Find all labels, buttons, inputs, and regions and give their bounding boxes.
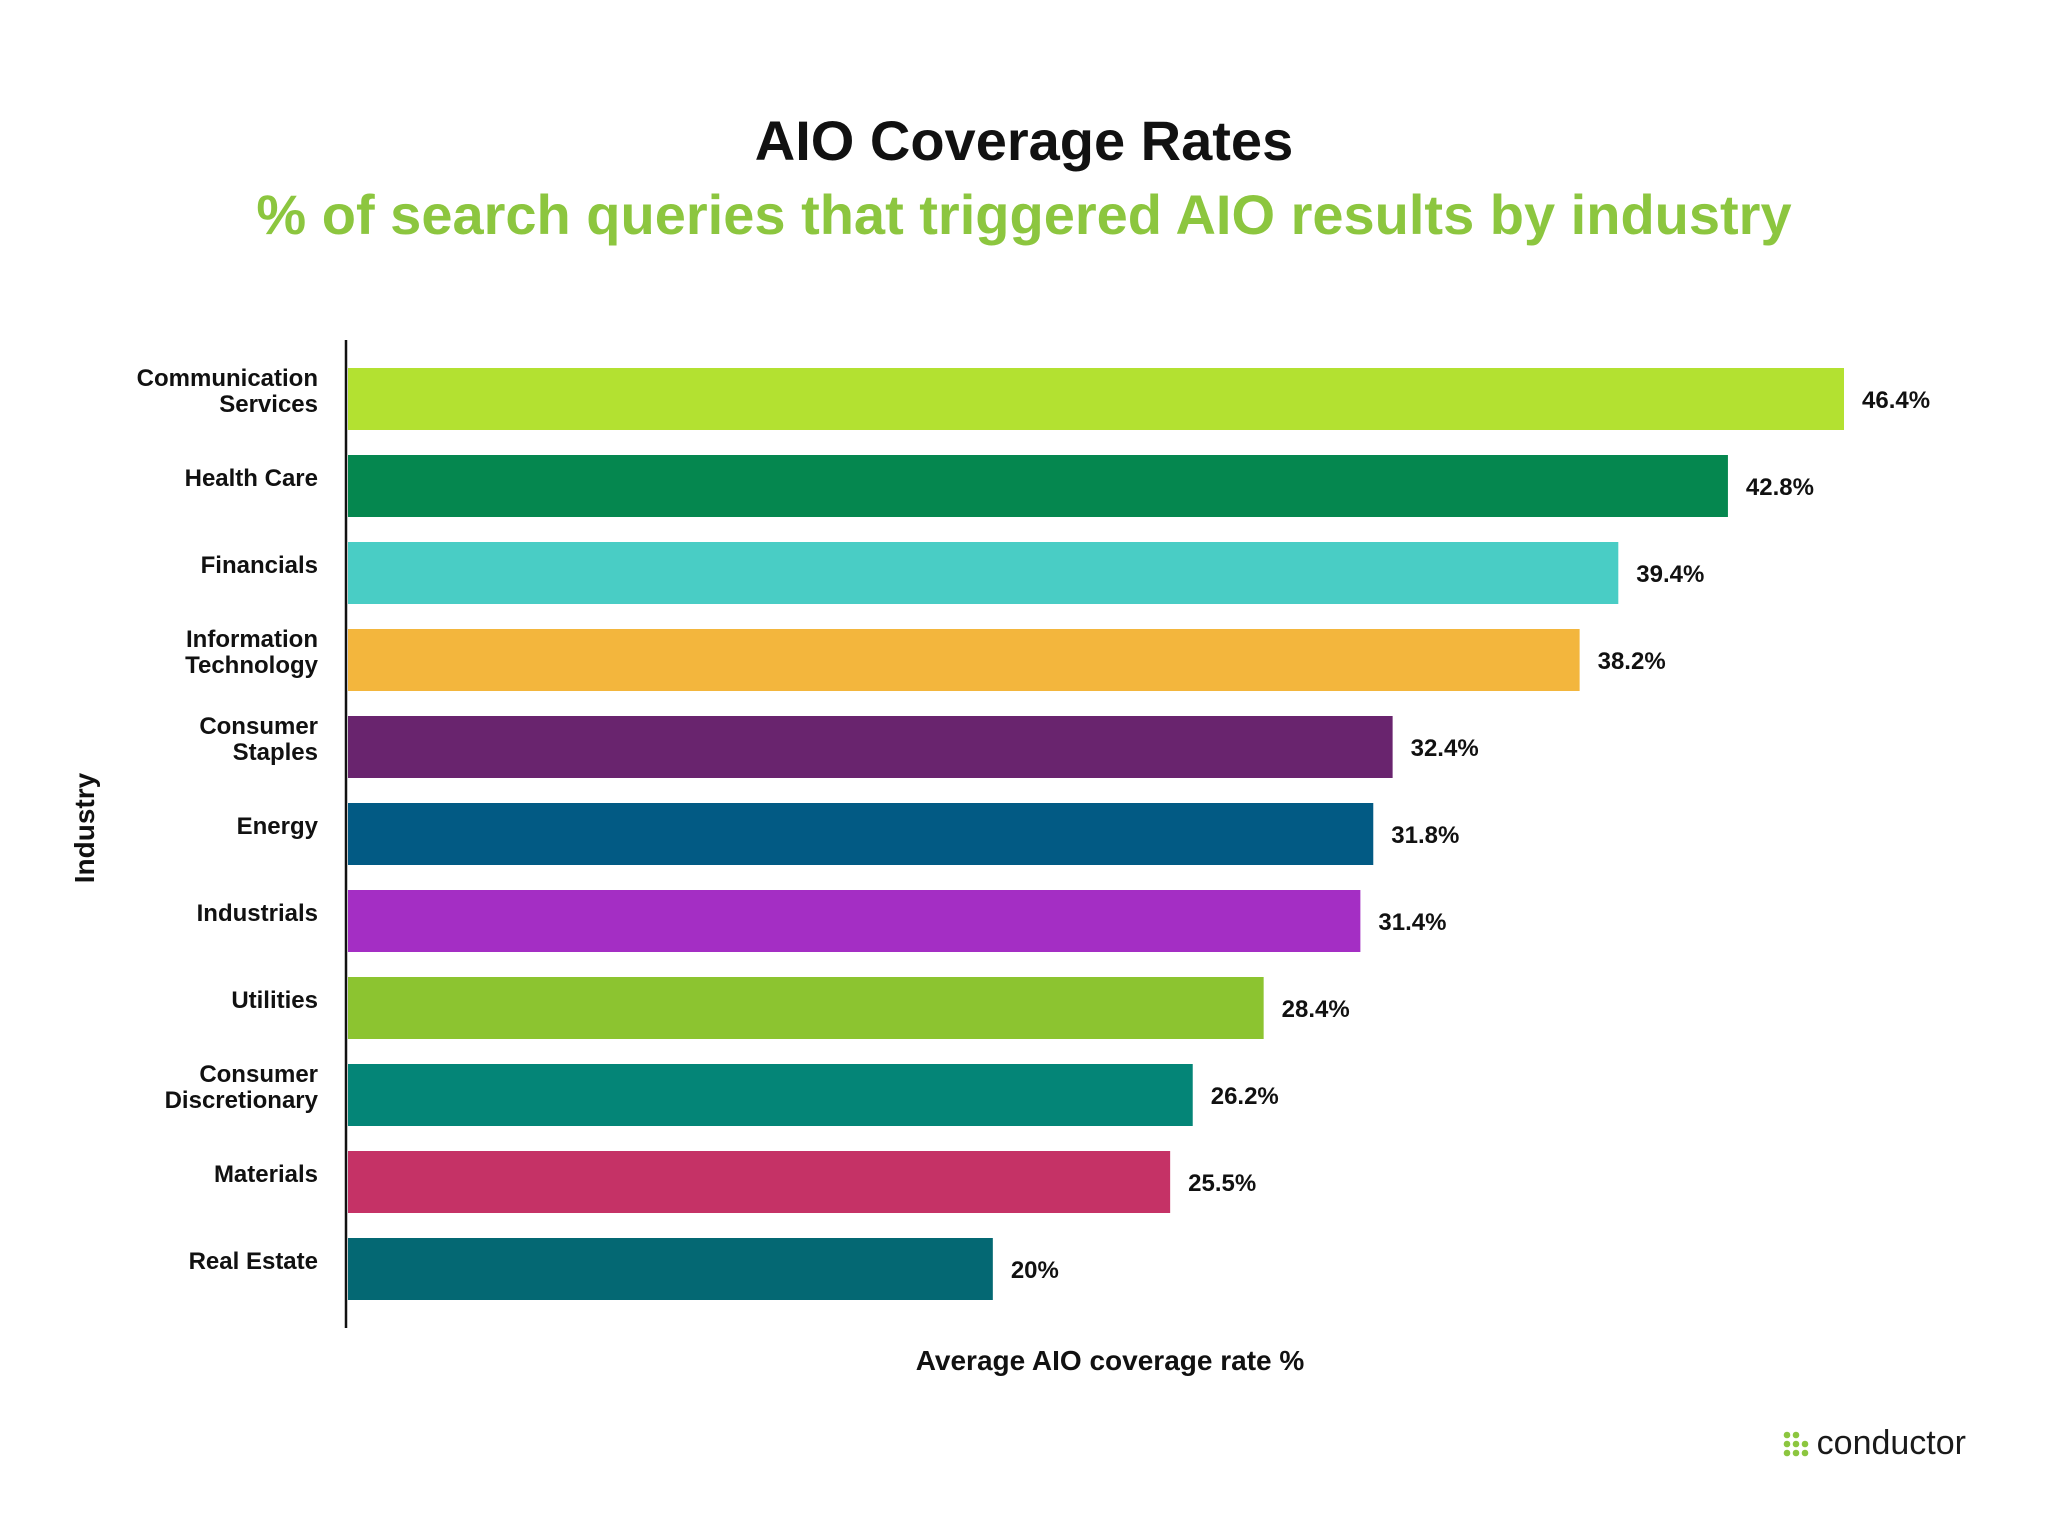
bar	[348, 803, 1374, 865]
bar	[348, 629, 1580, 691]
bar	[348, 977, 1264, 1039]
chart-title: AIO Coverage Rates	[754, 109, 1294, 172]
value-label: 26.2%	[1211, 1083, 1279, 1110]
category-label: Energy	[237, 813, 319, 840]
category-label: Financials	[201, 552, 318, 579]
value-label: 28.4%	[1282, 996, 1350, 1023]
category-label: Materials	[214, 1161, 318, 1188]
bar	[348, 1064, 1193, 1126]
value-label: 38.2%	[1598, 648, 1666, 675]
category-label: Consumer Staples	[199, 713, 318, 766]
bar	[348, 455, 1728, 517]
bar	[348, 542, 1619, 604]
value-label: 20%	[1011, 1257, 1059, 1284]
x-axis-title: Average AIO coverage rate %	[916, 1345, 1305, 1376]
chart-subtitle: % of search queries that triggered AIO r…	[256, 183, 1792, 246]
y-axis-title: Industry	[69, 772, 100, 883]
category-label: Consumer Discretionary	[165, 1061, 319, 1114]
category-label: Communication Services	[137, 365, 318, 418]
conductor-dots-icon	[1783, 1431, 1808, 1456]
bar	[348, 890, 1361, 952]
bar	[348, 716, 1393, 778]
bars-layer: 46.4% Communication Services 42.8% Health Ca…	[137, 365, 1930, 1300]
category-label: Health Care	[185, 465, 318, 492]
value-label: 42.8%	[1746, 474, 1814, 501]
value-label: 25.5%	[1188, 1170, 1256, 1197]
bar	[348, 1151, 1171, 1213]
category-label: Real Estate	[189, 1248, 318, 1275]
value-label: 46.4%	[1862, 387, 1930, 414]
conductor-logo: conductor	[1783, 1424, 1966, 1463]
brand-name: conductor	[1816, 1424, 1966, 1462]
category-label: Information Technology	[185, 626, 319, 679]
category-label: Industrials	[197, 900, 318, 927]
value-label: 31.8%	[1391, 822, 1459, 849]
value-label: 32.4%	[1411, 735, 1479, 762]
value-label: 31.4%	[1378, 909, 1446, 936]
category-label: Utilities	[231, 987, 318, 1014]
bar	[348, 1238, 993, 1300]
bar	[348, 368, 1844, 430]
value-label: 39.4%	[1636, 561, 1704, 588]
